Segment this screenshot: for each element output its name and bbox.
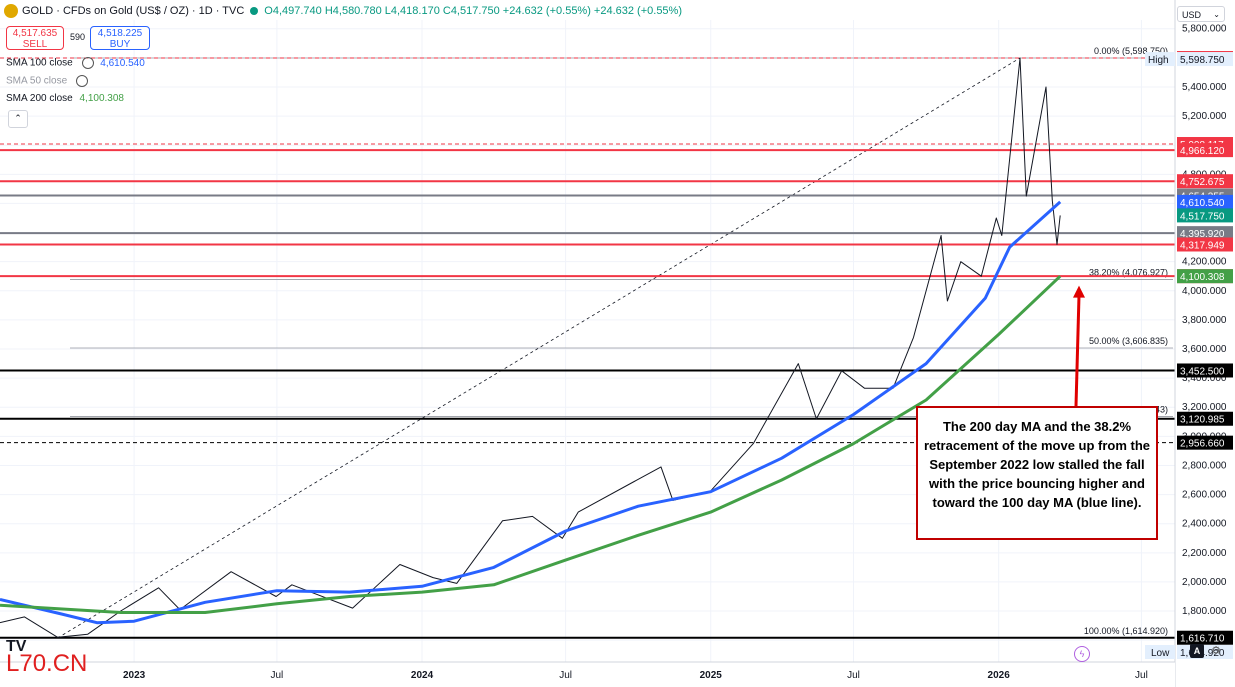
price-tag	[1177, 630, 1233, 645]
market-status-icon	[250, 7, 259, 15]
buy-label: BUY	[109, 39, 131, 50]
price-tag-label: 2,956.660	[1180, 439, 1225, 450]
y-tick-label: 2,200.000	[1182, 548, 1227, 559]
y-tick-label: 2,800.000	[1182, 460, 1227, 471]
high-value-tag	[1177, 52, 1233, 67]
ohlc-values: O4,497.740 H4,580.780 L4,418.170 C4,517.…	[264, 5, 682, 17]
sell-price: 4,517.635	[12, 28, 58, 39]
y-tick-label: 5,200.000	[1182, 111, 1227, 122]
settings-icon[interactable]: ⚙	[1211, 645, 1221, 657]
x-tick-label: 2025	[700, 670, 723, 681]
price-tag-label: 4,610.540	[1180, 198, 1225, 209]
alert-icon[interactable]: ϟ	[1074, 646, 1090, 662]
y-tick-label: 3,200.000	[1182, 402, 1227, 413]
x-tick-label: Jul	[270, 670, 283, 681]
high-tag	[1145, 52, 1175, 67]
y-tick-label: 2,000.000	[1182, 577, 1227, 588]
y-tick-label: 3,800.000	[1182, 315, 1227, 326]
price-tag	[1177, 226, 1233, 241]
price-axis[interactable]	[1175, 0, 1235, 687]
x-tick-label: 2026	[988, 670, 1011, 681]
indicator-value: 4,100.308	[79, 93, 125, 104]
low-tag	[1145, 644, 1175, 659]
y-tick-label: 2,400.000	[1182, 519, 1227, 530]
eye-off-icon[interactable]	[75, 75, 88, 87]
price-tag	[1177, 143, 1233, 158]
auto-scale-button[interactable]: A	[1190, 644, 1204, 658]
gold-icon	[4, 4, 18, 18]
annotation-arrowhead	[1073, 285, 1085, 298]
price-tag	[1177, 208, 1233, 223]
symbol-header: GOLD · CFDs on Gold (US$ / OZ) · 1D · TV…	[4, 4, 682, 18]
high-label: High	[1148, 55, 1169, 66]
price-tag-label: 3,452.500	[1180, 366, 1225, 377]
price-tag-label: 4,317.949	[1180, 240, 1225, 251]
buy-price: 4,518.225	[97, 28, 143, 39]
x-tick-label: 2023	[123, 670, 146, 681]
fib-level-label: 38.20% (4,076.927)	[1089, 268, 1168, 278]
price-tag-label: 4,517.750	[1180, 211, 1225, 222]
sell-label: SELL	[22, 39, 48, 50]
annotation-text: The 200 day MA and the 38.2% retracement…	[923, 419, 1151, 510]
x-tick-label: Jul	[847, 670, 860, 681]
fib-level-label: 50.00% (3,606.835)	[1089, 336, 1168, 346]
time-axis[interactable]	[0, 662, 1175, 687]
y-tick-label: 4,000.000	[1182, 286, 1227, 297]
price-tag-label: 3,120.985	[1180, 415, 1225, 426]
fib-level-label: 0.00% (5,598.750)	[1094, 46, 1168, 56]
sell-button[interactable]: 4,517.635 SELL	[6, 26, 64, 50]
sma-line[interactable]	[0, 200, 1062, 625]
collapse-indicators-button[interactable]: ⌃	[8, 110, 28, 128]
y-tick-label: 3,600.000	[1182, 344, 1227, 355]
buy-button[interactable]: 4,518.225 BUY	[90, 26, 150, 50]
indicator-label: SMA 100 close	[6, 57, 73, 69]
y-tick-label: 3,400.000	[1182, 373, 1227, 384]
sma-line[interactable]	[0, 275, 1062, 614]
chevron-down-icon: ⌄	[1213, 10, 1220, 19]
x-tick-label: Jul	[559, 670, 572, 681]
x-tick-label: Jul	[1135, 670, 1148, 681]
watermark-text: L70.CN	[6, 650, 88, 677]
currency-select[interactable]: USD ⌄	[1177, 6, 1225, 22]
price-tag	[1177, 363, 1233, 378]
annotation-box[interactable]: The 200 day MA and the 38.2% retracement…	[916, 406, 1158, 540]
price-tag	[1177, 435, 1233, 450]
tradingview-logo[interactable]: TV	[6, 638, 27, 655]
price-tag	[1177, 269, 1233, 284]
price-tag-label: 4,395.920	[1180, 229, 1225, 240]
spread-value: 590	[70, 32, 86, 42]
indicator-label: SMA 50 close	[6, 75, 68, 87]
indicator-sma-100[interactable]: SMA 100 close 4,610.540	[6, 57, 145, 69]
indicator-sma-50[interactable]: SMA 50 close	[6, 75, 88, 87]
x-tick-label: 2024	[411, 670, 434, 681]
price-tag	[1177, 411, 1233, 426]
indicator-sma-200[interactable]: SMA 200 close 4,100.308	[6, 93, 124, 104]
price-tag	[1177, 194, 1233, 209]
y-tick-label: 1,800.000	[1182, 606, 1227, 617]
low-label: Low	[1151, 648, 1170, 659]
price-tag	[1177, 174, 1233, 189]
y-tick-label: 5,800.000	[1182, 24, 1227, 35]
price-tag-label: 1,616.710	[1180, 634, 1225, 645]
indicator-label: SMA 200 close	[6, 93, 73, 104]
fib-trendline	[57, 57, 1021, 639]
indicator-value: 4,610.540	[100, 57, 145, 69]
y-tick-label: 2,600.000	[1182, 490, 1227, 501]
y-tick-label: 5,400.000	[1182, 82, 1227, 93]
currency-label: USD	[1182, 10, 1202, 20]
symbol-title[interactable]: GOLD · CFDs on Gold (US$ / OZ) · 1D · TV…	[22, 5, 245, 17]
fib-level-label: 100.00% (1,614.920)	[1084, 626, 1168, 636]
price-tag	[1177, 237, 1233, 252]
settings-icon[interactable]	[81, 57, 94, 69]
annotation-arrow	[1074, 295, 1081, 407]
price-tag-label: 4,100.308	[1180, 272, 1225, 283]
price-tag-label: 4,752.675	[1180, 177, 1225, 188]
y-tick-label: 4,200.000	[1182, 257, 1227, 268]
high-value-label: 5,598.750	[1180, 55, 1225, 66]
price-tag-label: 4,966.120	[1180, 146, 1225, 157]
